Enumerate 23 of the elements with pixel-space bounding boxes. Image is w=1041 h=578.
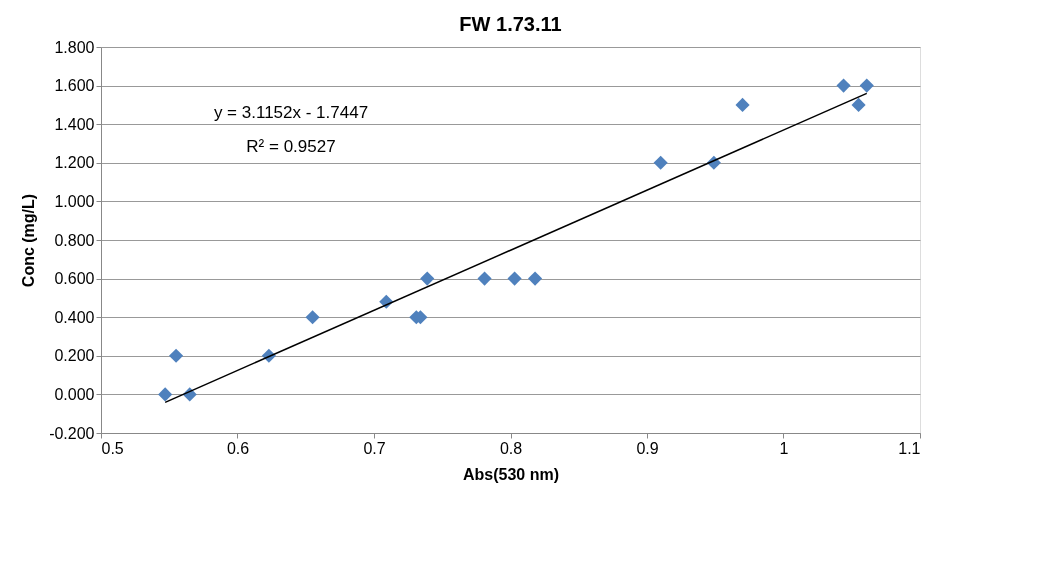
- x-tick-label: 0.8: [499, 439, 523, 457]
- y-tick-label: -0.200: [49, 424, 95, 442]
- x-tick-label: 1: [779, 439, 789, 457]
- y-tick-label: 0.400: [54, 308, 95, 326]
- x-tick-label: 1.1: [898, 439, 921, 457]
- y-tick-label: 1.000: [54, 192, 95, 210]
- y-axis-title: Conc (mg/L): [20, 193, 38, 288]
- annotation: y = 3.1152x - 1.7447: [213, 103, 369, 122]
- y-tick-label: 1.600: [54, 77, 95, 95]
- y-tick-label: 1.200: [54, 154, 95, 172]
- x-axis-title: Abs(530 nm): [462, 465, 560, 483]
- y-tick-label: 0.800: [54, 231, 95, 249]
- x-tick-label: 0.7: [363, 439, 386, 457]
- x-tick-label: 0.6: [226, 439, 250, 457]
- y-tick-label: 1.400: [54, 115, 95, 133]
- chart-title: FW 1.73.11: [459, 13, 562, 35]
- annotation: R² = 0.9527: [246, 137, 336, 156]
- y-tick-label: 0.600: [54, 270, 95, 288]
- x-tick-label: 0.5: [101, 439, 124, 457]
- y-tick-label: 1.800: [54, 38, 95, 56]
- y-tick-label: 0.200: [54, 347, 95, 365]
- x-tick-label: 0.9: [636, 439, 659, 457]
- y-tick-label: 0.000: [54, 385, 95, 403]
